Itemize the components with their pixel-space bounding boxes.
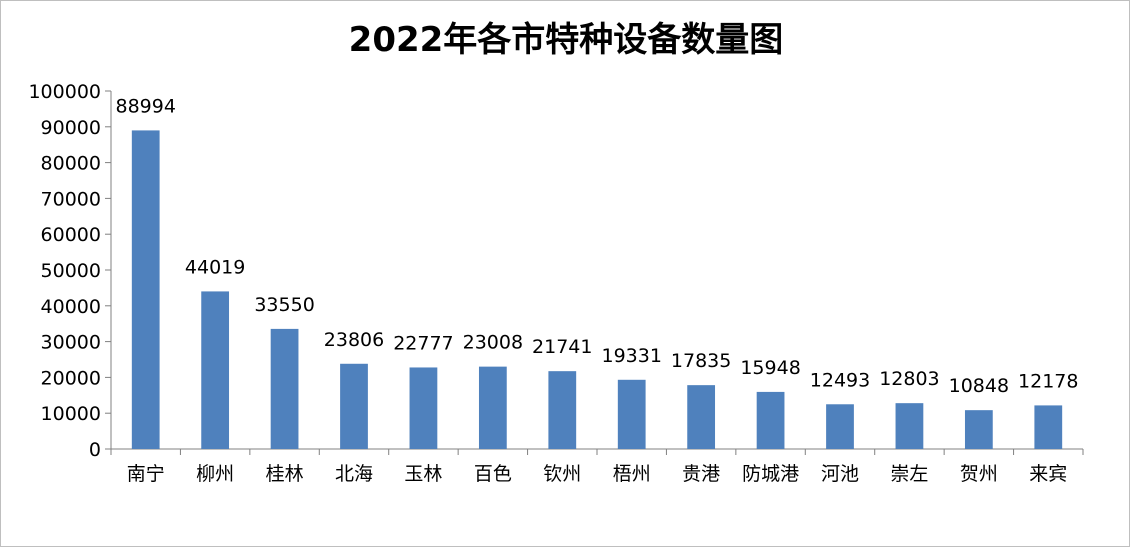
data-label: 15948 xyxy=(740,357,800,379)
y-tick-label: 30000 xyxy=(41,332,101,354)
x-axis xyxy=(110,448,1084,455)
category-label: 防城港 xyxy=(742,463,799,485)
data-label: 23008 xyxy=(463,332,523,354)
chart-title: 2022年各市特种设备数量图 xyxy=(349,20,784,60)
bar xyxy=(548,371,577,449)
data-label: 44019 xyxy=(185,256,245,278)
bar xyxy=(201,291,230,449)
y-tick-label: 40000 xyxy=(41,296,101,318)
y-tick-label: 50000 xyxy=(41,260,101,282)
y-tick-label: 10000 xyxy=(41,403,101,425)
category-labels: 南宁 柳州 桂林 北海 玉林 百色 钦州 梧州 贵港 防城港 河池 崇左 贺州 来宾 xyxy=(127,463,1068,485)
data-label: 12493 xyxy=(810,369,870,391)
category-label: 南宁 xyxy=(127,463,165,485)
category-label: 钦州 xyxy=(543,463,581,485)
bar xyxy=(409,367,438,449)
y-axis: 0 10000 20000 30000 40000 50000 60000 70000 8000… xyxy=(28,81,112,461)
data-label: 19331 xyxy=(601,345,661,367)
data-label: 12178 xyxy=(1018,370,1078,392)
category-label: 北海 xyxy=(335,463,373,485)
data-label: 12803 xyxy=(879,368,939,390)
data-label: 23806 xyxy=(324,329,384,351)
category-label: 百色 xyxy=(474,463,512,485)
data-label: 10848 xyxy=(949,375,1009,397)
bar xyxy=(895,403,924,449)
data-label: 88994 xyxy=(115,95,175,117)
category-label: 柳州 xyxy=(196,463,234,485)
data-labels: 88994 44019 33550 23806 22777 23008 21741 19331… xyxy=(115,95,1078,397)
category-label: 贵港 xyxy=(682,463,720,485)
bar xyxy=(340,363,368,449)
category-label: 桂林 xyxy=(266,463,304,485)
y-tick-label: 70000 xyxy=(41,188,101,210)
bar xyxy=(826,404,854,449)
bar xyxy=(964,410,993,449)
data-label: 21741 xyxy=(532,336,592,358)
y-tick-label: 100000 xyxy=(28,81,101,103)
category-label: 崇左 xyxy=(890,463,928,485)
category-label: 河池 xyxy=(821,463,859,485)
bar xyxy=(270,328,299,449)
data-label: 22777 xyxy=(393,332,453,354)
bar xyxy=(687,385,716,449)
bar xyxy=(478,366,507,449)
bars xyxy=(131,130,1063,449)
category-label: 贺州 xyxy=(960,463,998,485)
category-label: 梧州 xyxy=(613,463,651,485)
y-tick-label: 20000 xyxy=(41,367,101,389)
y-tick-label: 80000 xyxy=(41,153,101,175)
bar xyxy=(1034,405,1063,449)
data-label: 33550 xyxy=(254,294,314,316)
y-tick-label: 0 xyxy=(89,439,101,461)
bar xyxy=(756,391,785,449)
data-label: 17835 xyxy=(671,350,731,372)
y-tick-label: 90000 xyxy=(41,117,101,139)
bar xyxy=(131,130,160,449)
category-label: 来宾 xyxy=(1029,463,1067,485)
category-label: 玉林 xyxy=(404,463,442,485)
bar xyxy=(617,379,646,449)
y-tick-label: 60000 xyxy=(41,224,101,246)
